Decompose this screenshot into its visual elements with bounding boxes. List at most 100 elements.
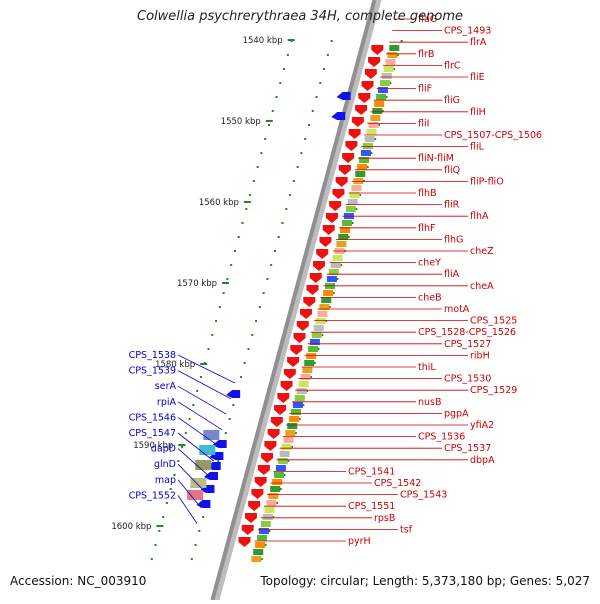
ring-dot [273, 250, 276, 252]
ring-dot [226, 278, 229, 280]
gene-label-cps_1528-cps_1526: CPS_1528-CPS_1526 [418, 327, 516, 338]
feature-block [258, 528, 269, 534]
feature-block [347, 199, 358, 205]
feature-block [381, 73, 392, 79]
forward-gene-arrow [345, 141, 358, 151]
gene-label-cps_1539: CPS_1539 [129, 366, 176, 377]
ring-dot [359, 194, 362, 196]
gene-label-tsf: tsf [400, 524, 413, 535]
forward-gene-arrow [303, 297, 316, 307]
gene-leader-line [177, 479, 202, 509]
scale-label: 1560 kbp [199, 198, 239, 208]
ring-dot [158, 530, 161, 532]
ring-dot [192, 404, 195, 406]
gene-label-cps_1537: CPS_1537 [444, 443, 491, 454]
gene-label-flii: fliI [418, 118, 429, 129]
feature-block [272, 479, 283, 485]
feature-block [187, 490, 204, 500]
forward-gene-arrow [277, 393, 290, 403]
gene-label-cps_1525: CPS_1525 [470, 316, 517, 327]
feature-block [195, 460, 212, 470]
scale-label: 1550 kbp [221, 117, 261, 127]
ring-dot [266, 278, 269, 280]
ring-dot [271, 110, 274, 112]
feature-block [317, 311, 328, 317]
ring-dot [355, 208, 358, 210]
gene-label-flil: fliL [470, 142, 485, 153]
ring-dot [262, 292, 265, 294]
gene-label-flip-flio: fliP-fliO [470, 176, 504, 187]
gene-label-flag: flaG [418, 14, 437, 25]
ring-dot [283, 68, 286, 70]
feature-block [360, 150, 371, 156]
ring-dot [309, 376, 312, 378]
ring-dot [252, 180, 255, 182]
feature-block [306, 353, 317, 359]
gene-label-pgpa: pgpA [444, 408, 469, 419]
gene-label-cps_1543: CPS_1543 [400, 490, 447, 501]
gene-leader-line [177, 417, 219, 446]
ring-dot [150, 558, 153, 560]
feature-block [377, 87, 388, 93]
feature-block [357, 164, 368, 170]
feature-block [326, 276, 337, 282]
gene-label-rpia: rpiA [157, 397, 177, 408]
gene-label-fliq: fliQ [444, 165, 460, 176]
forward-gene-arrow [270, 417, 283, 427]
feature-block [289, 416, 300, 422]
feature-block [262, 514, 273, 520]
forward-gene-arrow [287, 357, 300, 367]
feature-block [203, 430, 220, 440]
gene-label-ribh: ribH [470, 350, 490, 361]
ring-dot [313, 362, 316, 364]
feature-block [253, 549, 264, 555]
ring-dot [173, 474, 176, 476]
ring-dot [264, 544, 267, 546]
ring-dot [222, 292, 225, 294]
ring-dot [381, 110, 384, 112]
ring-dot [260, 558, 263, 560]
forward-gene-arrow [264, 441, 277, 451]
accession-text: Accession: NC_003910 [10, 574, 147, 588]
forward-gene-arrow [355, 105, 368, 115]
gene-label-flia: fliA [444, 269, 460, 280]
feature-block [268, 493, 279, 499]
gene-label-flhg: flhG [444, 234, 463, 245]
feature-block [351, 185, 362, 191]
ring-dot [326, 54, 329, 56]
ring-dot [275, 96, 278, 98]
gene-label-nusb: nusB [418, 397, 442, 408]
ring-dot [211, 334, 214, 336]
forward-gene-arrow [316, 249, 329, 259]
ring-dot [287, 460, 290, 462]
gene-label-sera: serA [155, 381, 177, 392]
feature-block [370, 115, 381, 121]
ring-dot [251, 334, 254, 336]
feature-block [383, 66, 394, 72]
forward-gene-arrow [351, 117, 364, 127]
ring-dot [291, 446, 294, 448]
ring-dot [279, 82, 282, 84]
gene-label-mota: motA [444, 304, 470, 315]
forward-gene-arrow [280, 381, 293, 391]
gene-label-dapd: dapD [151, 444, 176, 455]
gene-label-dbpa: dbpA [470, 455, 495, 466]
ring-dot [181, 446, 184, 448]
forward-gene-arrow [309, 273, 322, 283]
gene-label-flir: fliR [444, 200, 460, 211]
gene-label-chez: cheZ [470, 246, 494, 257]
ring-dot [340, 264, 343, 266]
ring-dot [330, 40, 333, 42]
reverse-gene-arrow [204, 472, 219, 480]
ring-dot [385, 96, 388, 98]
feature-block [292, 402, 303, 408]
ring-dot [275, 502, 278, 504]
gene-label-flin-flim: fliN-fliM [418, 153, 454, 164]
ring-dot [207, 348, 210, 350]
gene-label-cps_1546: CPS_1546 [129, 412, 176, 423]
gene-label-yfia2: yfiA2 [470, 420, 494, 431]
gene-label-cheb: cheB [418, 292, 442, 303]
feature-block [291, 409, 302, 415]
forward-gene-arrow [274, 405, 287, 415]
